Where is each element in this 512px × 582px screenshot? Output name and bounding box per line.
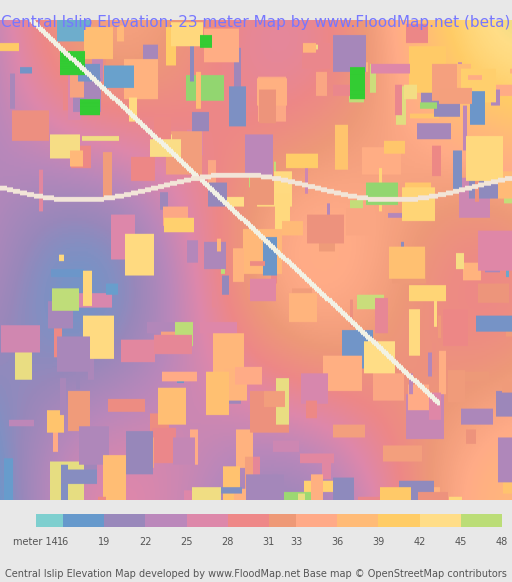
Text: 45: 45	[455, 537, 467, 546]
Text: 25: 25	[180, 537, 193, 546]
Text: 42: 42	[413, 537, 425, 546]
Text: meter 14: meter 14	[13, 537, 58, 546]
Text: 48: 48	[496, 537, 508, 546]
Text: 39: 39	[372, 537, 385, 546]
Text: 36: 36	[331, 537, 344, 546]
Text: 19: 19	[98, 537, 111, 546]
Text: 33: 33	[290, 537, 302, 546]
Text: 28: 28	[222, 537, 234, 546]
Text: 22: 22	[139, 537, 152, 546]
Text: Central Islip Elevation Map developed by www.FloodMap.net: Central Islip Elevation Map developed by…	[5, 569, 301, 579]
Text: Base map © OpenStreetMap contributors: Base map © OpenStreetMap contributors	[303, 569, 507, 579]
Text: 31: 31	[263, 537, 275, 546]
Text: Central Islip Elevation: 23 meter Map by www.FloodMap.net (beta): Central Islip Elevation: 23 meter Map by…	[2, 15, 510, 30]
Text: 16: 16	[57, 537, 69, 546]
